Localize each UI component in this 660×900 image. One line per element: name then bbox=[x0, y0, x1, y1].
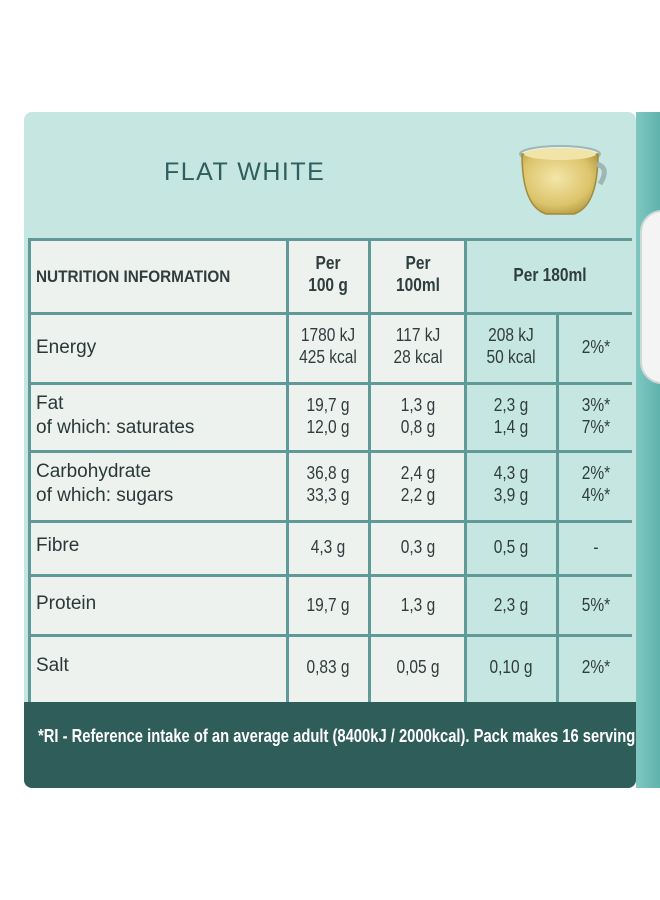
fibre-per-180ml: 0,5 g bbox=[493, 537, 529, 557]
nutrition-panel: FLAT WHITE NUTRITION INFORM bbox=[24, 112, 636, 788]
energy-per-100g: 1780 kJ 425 kcal bbox=[299, 325, 357, 367]
header-per-180ml: Per 180ml bbox=[513, 265, 587, 285]
carbohydrate-per-100ml: 2,4 g 2,2 g bbox=[400, 463, 436, 505]
header-per-100g: Per 100 g bbox=[308, 253, 348, 295]
fat-ri: 3%* 7%* bbox=[581, 395, 611, 437]
row-label-energy: Energy bbox=[36, 337, 97, 358]
reference-intake-note: *RI - Reference intake of an average adu… bbox=[38, 726, 636, 746]
fat-per-100g: 19,7 g 12,0 g bbox=[306, 395, 350, 437]
row-label-protein: Protein bbox=[36, 593, 97, 614]
packaging-tab bbox=[640, 210, 660, 384]
carbohydrate-ri: 2%* 4%* bbox=[581, 463, 611, 505]
fibre-per-100g: 4,3 g bbox=[310, 537, 346, 557]
row-label-fat: Fat of which: saturates bbox=[36, 393, 195, 438]
salt-ri: 2%* bbox=[581, 657, 611, 677]
fibre-per-100ml: 0,3 g bbox=[400, 537, 436, 557]
protein-per-100g: 19,7 g bbox=[306, 595, 350, 615]
coffee-cup-icon bbox=[519, 145, 607, 215]
salt-per-100g: 0,83 g bbox=[306, 657, 350, 677]
fat-per-180ml: 2,3 g 1,4 g bbox=[493, 395, 529, 437]
protein-per-180ml: 2,3 g bbox=[493, 595, 529, 615]
protein-per-100ml: 1,3 g bbox=[400, 595, 436, 615]
energy-ri: 2%* bbox=[581, 337, 611, 357]
fibre-ri: - bbox=[593, 537, 599, 557]
header-section-label: NUTRITION INFORMATION bbox=[36, 267, 231, 286]
product-title: FLAT WHITE bbox=[164, 158, 326, 186]
salt-per-100ml: 0,05 g bbox=[396, 657, 440, 677]
row-label-carbohydrate: Carbohydrate of which: sugars bbox=[36, 461, 174, 506]
fat-per-100ml: 1,3 g 0,8 g bbox=[400, 395, 436, 437]
protein-ri: 5%* bbox=[581, 595, 611, 615]
carbohydrate-per-100g: 36,8 g 33,3 g bbox=[306, 463, 350, 505]
nutrition-table: NUTRITION INFORMATION Per 100 g Per 100ml … bbox=[28, 238, 632, 702]
row-label-fibre: Fibre bbox=[36, 535, 80, 556]
energy-per-180ml: 208 kJ 50 kcal bbox=[486, 325, 536, 367]
carbohydrate-per-180ml: 4,3 g 3,9 g bbox=[493, 463, 529, 505]
header-per-100ml: Per 100ml bbox=[396, 253, 440, 295]
footer-band: *RI - Reference intake of an average adu… bbox=[24, 702, 636, 788]
energy-per-100ml: 117 kJ 28 kcal bbox=[393, 325, 443, 367]
salt-per-180ml: 0,10 g bbox=[489, 657, 533, 677]
row-label-salt: Salt bbox=[36, 655, 69, 676]
